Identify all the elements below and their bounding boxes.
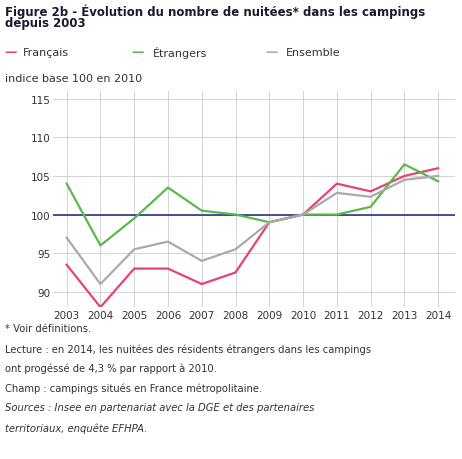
Text: ont progéssé de 4,3 % par rapport à 2010.: ont progéssé de 4,3 % par rapport à 2010…	[5, 363, 217, 374]
Text: Sources : Insee en partenariat avec la DGE et des partenaires: Sources : Insee en partenariat avec la D…	[5, 403, 314, 413]
Text: depuis 2003: depuis 2003	[5, 17, 85, 30]
Text: —: —	[266, 46, 278, 59]
Text: —: —	[5, 46, 17, 59]
Text: Étrangers: Étrangers	[152, 47, 207, 59]
Text: Français: Français	[23, 48, 69, 58]
Text: * Voir définitions.: * Voir définitions.	[5, 324, 91, 334]
Text: Figure 2b - Évolution du nombre de nuitées* dans les campings: Figure 2b - Évolution du nombre de nuité…	[5, 5, 425, 19]
Text: —: —	[132, 46, 144, 59]
Text: indice base 100 en 2010: indice base 100 en 2010	[5, 73, 142, 84]
Text: territoriaux, enquête EFHPA.: territoriaux, enquête EFHPA.	[5, 422, 147, 433]
Text: Champ : campings situés en France métropolitaine.: Champ : campings situés en France métrop…	[5, 383, 262, 393]
Text: Lecture : en 2014, les nuitées des résidents étrangers dans les campings: Lecture : en 2014, les nuitées des résid…	[5, 343, 371, 354]
Text: Ensemble: Ensemble	[286, 48, 340, 58]
